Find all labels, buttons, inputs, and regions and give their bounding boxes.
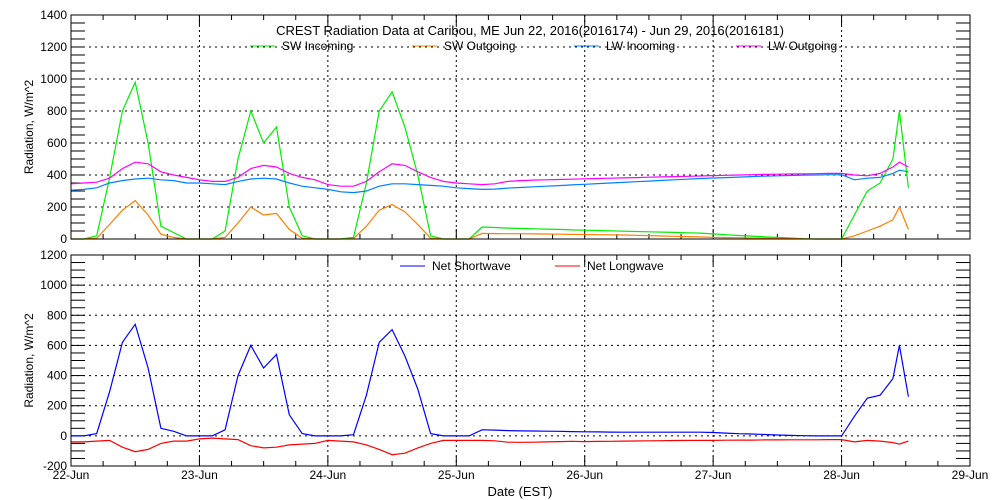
- x-tick-label: 25-Jun: [438, 468, 475, 482]
- y-tick-label: 1000: [40, 278, 67, 292]
- x-axis-label: Date (EST): [487, 484, 552, 499]
- panel-2: Net Shortwave Net Longwave -200 0 200 400 600 8…: [22, 248, 988, 482]
- series-line-sw-incoming: [71, 80, 909, 240]
- legend-label: LW Outgoing: [768, 39, 837, 53]
- y-tick-label: 600: [47, 136, 67, 150]
- chart-title: CREST Radiation Data at Caribou, ME Jun …: [276, 23, 784, 38]
- y-axis-label: Radiation, W/m^2: [22, 313, 36, 408]
- y-tick-label: -200: [43, 459, 67, 473]
- legend-label: SW Outgoing: [444, 39, 515, 53]
- series-line-sw-outgoing: [71, 199, 909, 240]
- y-tick-label: 1400: [40, 8, 67, 22]
- series-line-net-longwave: [71, 437, 909, 456]
- x-tick-label: 22-Jun: [53, 468, 90, 482]
- x-tick-label: 28-Jun: [823, 468, 860, 482]
- plot-frame: [70, 14, 971, 240]
- series-line-lw-incoming: [70, 169, 909, 194]
- x-tick-label: 29-Jun: [952, 468, 989, 482]
- y-tick-label: 1000: [40, 72, 67, 86]
- y-tick-label: 1200: [40, 40, 67, 54]
- y-tick-label: 800: [47, 308, 67, 322]
- x-tick-label: 26-Jun: [566, 468, 603, 482]
- y-tick-label: 400: [47, 369, 67, 383]
- y-tick-label: 200: [47, 399, 67, 413]
- plot-frame: [70, 254, 971, 467]
- y-tick-label: 1200: [40, 248, 67, 262]
- series-line-lw-outgoing: [70, 161, 909, 187]
- x-tick-label: 27-Jun: [695, 468, 732, 482]
- y-tick-label: 800: [47, 104, 67, 118]
- series-line-net-shortwave: [71, 322, 909, 437]
- y-tick-label: 0: [60, 429, 67, 443]
- legend-label: Net Longwave: [587, 259, 664, 273]
- x-tick-label: 23-Jun: [181, 468, 218, 482]
- legend-label: Net Shortwave: [432, 259, 511, 273]
- legend-label: SW Incoming: [282, 39, 353, 53]
- y-tick-label: 0: [60, 232, 67, 246]
- panel-1: SW Incoming SW Outgoing LW Incoming LW Outg…: [22, 8, 971, 246]
- y-tick-label: 600: [47, 338, 67, 352]
- y-tick-label: 200: [47, 200, 67, 214]
- y-tick-label: 400: [47, 168, 67, 182]
- y-axis-label: Radiation, W/m^2: [22, 80, 36, 175]
- legend-label: LW Incoming: [606, 39, 675, 53]
- x-tick-label: 24-Jun: [310, 468, 347, 482]
